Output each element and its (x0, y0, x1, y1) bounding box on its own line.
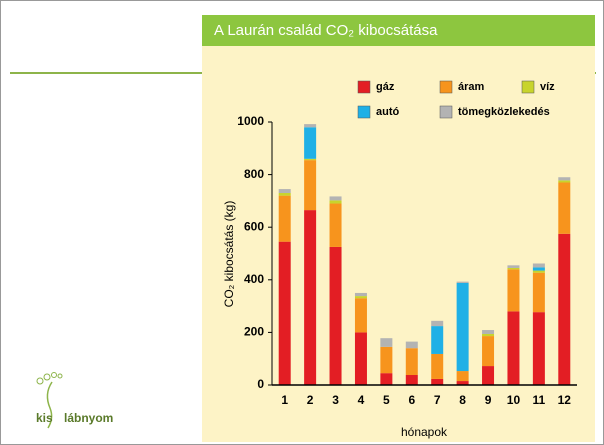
bar-segment (329, 246, 342, 385)
bar-segment (354, 296, 367, 299)
bar-segment (431, 353, 444, 379)
bar-segment (405, 341, 418, 349)
bar-segment (278, 241, 291, 385)
bar-segment (482, 333, 495, 337)
bar-segment (482, 366, 495, 385)
bar-segment (532, 272, 545, 313)
legend-swatch (357, 80, 371, 94)
logo-toe (36, 377, 44, 385)
y-tick-label: 600 (244, 219, 264, 233)
x-tick-label: 12 (558, 393, 572, 407)
bar-segment (558, 182, 571, 234)
bar-segment (304, 160, 317, 211)
bar-segment (304, 210, 317, 385)
bar-segment (278, 189, 291, 194)
bar-segment (431, 326, 444, 354)
bar-segment (456, 381, 469, 385)
y-tick-label: 200 (244, 325, 264, 339)
legend-swatch (439, 80, 453, 94)
y-tick-label: 0 (257, 377, 264, 391)
bar-segment (456, 281, 469, 283)
x-axis-label: hónapok (401, 425, 448, 439)
legend-label: autó (376, 106, 400, 118)
bar-segment (532, 270, 545, 273)
x-tick-label: 10 (507, 393, 521, 407)
logo-toe (43, 373, 51, 381)
legend-label: víz (540, 81, 555, 93)
logo: kis lábnyom (36, 372, 113, 429)
bar-segment (354, 298, 367, 333)
y-axis-label: CO₂ kibocsátás (kg) (222, 201, 236, 308)
bar-segment (482, 336, 495, 367)
bar-segment (507, 267, 520, 270)
y-tick-label: 1000 (237, 114, 264, 128)
logo-foot (46, 381, 53, 429)
legend-swatch (521, 80, 535, 94)
bar-segment (405, 348, 418, 376)
logo-text: lábnyom (64, 411, 113, 425)
x-tick-label: 5 (383, 393, 390, 407)
bar-segment (329, 203, 342, 247)
bar-segment (431, 378, 444, 385)
bar-segment (329, 196, 342, 201)
bar-segment (380, 346, 393, 374)
bar-segment (558, 177, 571, 181)
bar-segment (507, 269, 520, 312)
x-tick-label: 8 (459, 393, 466, 407)
bar-segment (329, 200, 342, 204)
bar-segment (558, 233, 571, 385)
bar-segment (532, 267, 545, 271)
bar-segment (380, 373, 393, 385)
chart-title: A Laurán család CO₂ kibocsátása (214, 22, 438, 39)
legend-label: gáz (376, 81, 395, 93)
bar-segment (405, 375, 418, 385)
legend-label: tömegközlekedés (458, 106, 550, 118)
x-tick-label: 6 (408, 393, 415, 407)
bar-segment (354, 332, 367, 385)
x-tick-label: 2 (307, 393, 314, 407)
x-tick-label: 9 (485, 393, 492, 407)
logo-toe (51, 372, 57, 378)
bar-segment (304, 124, 317, 128)
bar-segment (532, 263, 545, 268)
x-tick-label: 11 (533, 393, 546, 407)
legend-swatch (357, 105, 371, 119)
bar-segment (304, 127, 317, 159)
y-tick-label: 800 (244, 167, 264, 181)
x-tick-label: 7 (434, 393, 441, 407)
bar-segment (380, 338, 393, 347)
bar-segment (304, 158, 317, 161)
bar-segment (278, 193, 291, 196)
logo-text: kis (36, 411, 53, 425)
bar-segment (507, 311, 520, 385)
bar-segment (431, 320, 444, 327)
x-tick-label: 4 (358, 393, 365, 407)
y-tick-label: 400 (244, 272, 264, 286)
x-tick-label: 1 (281, 393, 288, 407)
bar-segment (278, 195, 291, 242)
x-tick-label: 3 (332, 393, 339, 407)
bar-segment (456, 371, 469, 382)
bar-segment (456, 282, 469, 372)
bar-segment (558, 180, 571, 183)
title-bar (202, 15, 595, 46)
bar-segment (354, 292, 367, 297)
legend-label: áram (458, 81, 485, 93)
bar-segment (482, 330, 495, 334)
bar-segment (507, 265, 520, 268)
bar-segment (532, 312, 545, 385)
logo-toe (57, 373, 63, 379)
legend-swatch (439, 105, 453, 119)
